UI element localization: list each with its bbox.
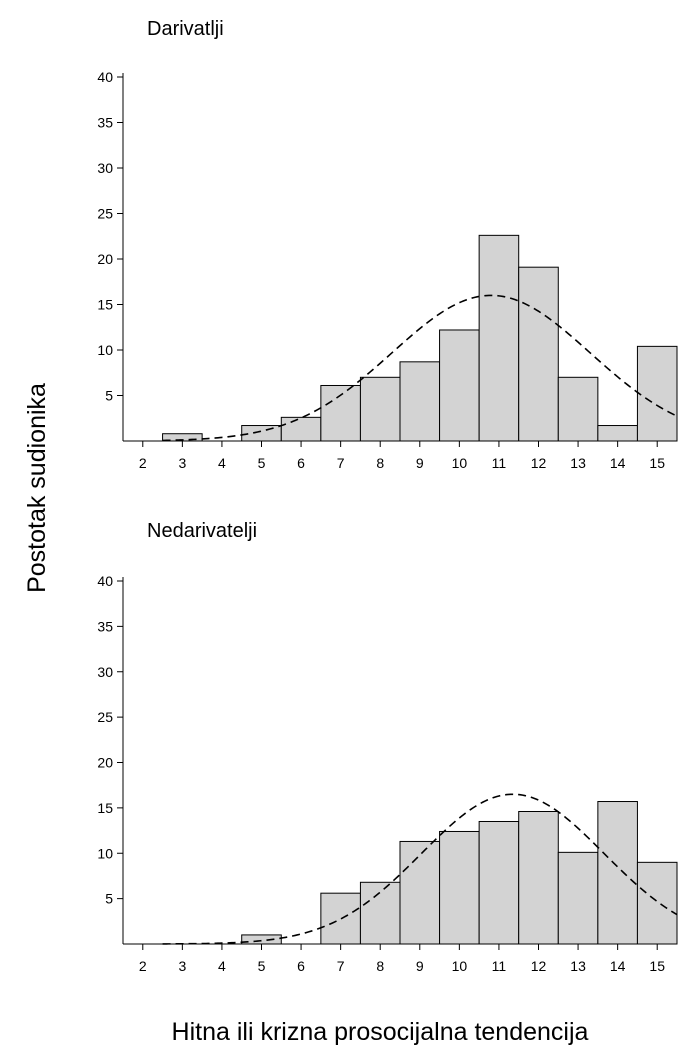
x-tick-label: 4: [218, 958, 226, 974]
x-tick-label: 14: [610, 455, 626, 471]
x-tick-label: 13: [570, 958, 586, 974]
y-tick-label: 20: [97, 755, 113, 771]
x-axis-title: Hitna ili krizna prosocijalna tendencija: [172, 1018, 589, 1046]
panel-darivatelji: Darivatlji 5 10 15 20 25 30 35 40 2 3 4 5 6 7 8 9 10 11 12 1…: [97, 18, 678, 471]
histogram-bar: [320, 384, 361, 442]
y-tick-label: 20: [97, 251, 113, 267]
histogram-bar: [280, 416, 322, 442]
histogram-bar: [557, 376, 599, 442]
x-tick-label: 11: [492, 455, 507, 471]
histogram-bar: [597, 425, 638, 442]
histogram-bar: [478, 234, 520, 442]
x-tick-label: 7: [337, 455, 345, 471]
x-tick-label: 9: [416, 455, 424, 471]
histogram-bar: [320, 892, 361, 945]
histogram-bar: [399, 840, 441, 945]
histogram-bar: [636, 861, 678, 945]
histogram-bar: [359, 881, 401, 945]
histogram-bar: [439, 830, 480, 945]
x-tick-label: 6: [297, 958, 305, 974]
y-tick-label: 10: [97, 845, 113, 861]
y-tick-label: 30: [97, 160, 113, 176]
normal-curve: [162, 793, 678, 945]
x-tick-label: 12: [531, 958, 547, 974]
normal-curve: [162, 294, 678, 442]
x-tick-label: 13: [570, 455, 586, 471]
panel-title: Nedarivatelji: [147, 520, 257, 542]
histogram-bar: [518, 811, 559, 945]
x-tick-label: 6: [297, 455, 305, 471]
y-tick-label: 30: [97, 664, 113, 680]
x-tick-label: 14: [610, 958, 626, 974]
x-tick-label: 12: [531, 455, 547, 471]
x-tick-label: 4: [218, 455, 226, 471]
x-tick-label: 10: [452, 958, 468, 974]
x-tick-label: 8: [376, 455, 384, 471]
histogram-bar: [597, 801, 638, 945]
y-tick-label: 25: [97, 709, 113, 725]
y-tick-label: 40: [97, 69, 113, 85]
y-tick-label: 15: [97, 297, 113, 313]
x-tick-label: 15: [649, 958, 665, 974]
y-tick-label: 35: [97, 115, 113, 131]
x-tick-label: 7: [337, 958, 345, 974]
y-axis-title: Postotak sudionika: [23, 383, 51, 593]
y-tick-label: 35: [97, 618, 113, 634]
x-tick-label: 3: [178, 958, 186, 974]
x-tick-label: 8: [376, 958, 384, 974]
histogram-bar: [557, 851, 599, 945]
x-tick-label: 15: [649, 455, 665, 471]
y-tick-label: 5: [105, 388, 113, 404]
x-tick-label: 10: [452, 455, 468, 471]
panel-title: Darivatlji: [147, 18, 224, 40]
x-tick-label: 5: [258, 958, 266, 974]
y-tick-label: 25: [97, 206, 113, 222]
y-tick-label: 10: [97, 342, 113, 358]
panel-nedarivatelji: Nedarivatelji 5 10 15 20 25 30 35 40 2 3 4 5 6 7 8 9 10 11…: [97, 520, 678, 974]
x-tick-label: 5: [258, 455, 266, 471]
histogram-bar: [478, 820, 520, 945]
y-tick-label: 5: [105, 891, 113, 907]
x-tick-label: 3: [178, 455, 186, 471]
y-tick-label: 40: [97, 573, 113, 589]
histogram-bar: [439, 329, 480, 442]
histogram-bar: [399, 361, 441, 442]
x-tick-label: 11: [492, 958, 507, 974]
histogram-bar: [518, 266, 559, 442]
x-tick-label: 9: [416, 958, 424, 974]
x-tick-label: 2: [139, 958, 147, 974]
histogram-bar: [359, 376, 401, 442]
y-tick-label: 15: [97, 800, 113, 816]
histogram-bar: [636, 345, 678, 442]
x-tick-label: 2: [139, 455, 147, 471]
